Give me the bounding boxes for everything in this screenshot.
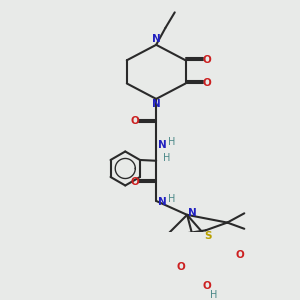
Text: H: H xyxy=(163,153,171,163)
Text: O: O xyxy=(130,177,139,187)
Text: O: O xyxy=(235,250,244,260)
Text: N: N xyxy=(152,34,161,44)
Text: H: H xyxy=(210,290,217,300)
Text: N: N xyxy=(152,99,161,109)
Text: H: H xyxy=(168,137,175,147)
Text: N: N xyxy=(158,197,167,208)
Text: S: S xyxy=(204,231,212,241)
Text: O: O xyxy=(203,55,212,64)
Text: O: O xyxy=(203,281,212,291)
Text: O: O xyxy=(130,116,139,126)
Text: N: N xyxy=(188,208,197,218)
Text: H: H xyxy=(168,194,175,204)
Text: N: N xyxy=(158,140,167,149)
Text: O: O xyxy=(176,262,185,272)
Text: O: O xyxy=(203,78,212,88)
